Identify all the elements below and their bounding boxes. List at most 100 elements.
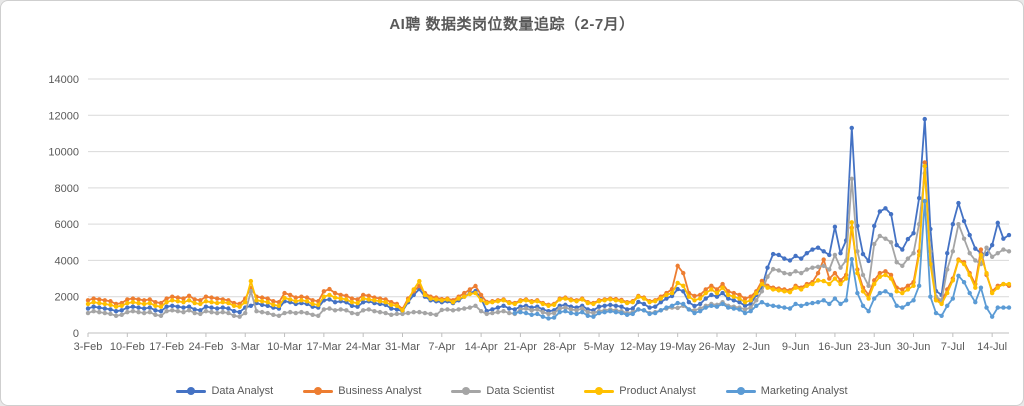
data-point-marker (568, 307, 574, 312)
legend-marker-icon (303, 386, 334, 396)
data-point-marker (209, 295, 214, 300)
data-point-marker (512, 301, 518, 307)
data-point-marker (692, 298, 697, 303)
data-point-marker (405, 298, 411, 303)
data-point-marker (512, 310, 518, 316)
data-point-marker (810, 265, 815, 270)
data-point-marker (321, 307, 327, 312)
data-point-marker (136, 300, 141, 306)
data-point-marker (843, 298, 849, 303)
data-point-marker (153, 312, 158, 318)
x-axis-tick-label: 3-Feb (74, 341, 103, 353)
data-point-marker (860, 272, 866, 278)
data-point-marker (574, 311, 579, 317)
data-point-marker (681, 283, 686, 289)
data-point-marker (900, 290, 905, 296)
data-point-marker (821, 298, 826, 303)
data-point-marker (181, 309, 186, 315)
data-point-marker (619, 310, 624, 316)
x-axis-tick-label: 17-Mar (306, 341, 341, 353)
data-point-marker (203, 294, 209, 299)
data-point-marker (417, 309, 422, 315)
data-point-marker (349, 310, 355, 316)
data-point-marker (113, 313, 119, 318)
data-point-marker (265, 299, 270, 305)
data-point-marker (742, 299, 748, 305)
data-point-marker (737, 292, 742, 298)
data-point-marker (462, 294, 467, 299)
data-point-marker (411, 309, 416, 315)
x-axis-tick-label: 16-Jun (818, 341, 852, 353)
data-point-marker (821, 263, 826, 269)
data-point-marker (630, 299, 635, 305)
data-point-marker (664, 305, 669, 310)
data-point-marker (389, 306, 394, 311)
data-point-marker (456, 307, 461, 312)
data-point-marker (130, 309, 136, 314)
data-point-marker (108, 307, 113, 312)
data-point-marker (933, 298, 939, 303)
data-point-marker (495, 305, 501, 310)
data-point-marker (815, 299, 821, 305)
data-point-marker (945, 290, 950, 296)
data-point-marker (332, 290, 338, 296)
data-point-marker (254, 298, 259, 303)
data-point-marker (838, 278, 843, 283)
data-point-marker (692, 293, 697, 299)
data-point-marker (832, 224, 838, 230)
data-point-marker (888, 211, 894, 217)
data-point-marker (641, 296, 647, 301)
data-point-marker (596, 304, 602, 309)
data-point-marker (220, 305, 225, 310)
data-point-marker (97, 305, 102, 310)
data-point-marker (327, 286, 332, 292)
data-point-marker (366, 307, 371, 312)
data-point-marker (894, 260, 899, 265)
data-point-marker (720, 301, 725, 307)
data-point-marker (832, 276, 838, 281)
data-point-marker (956, 200, 961, 206)
data-point-marker (754, 290, 759, 296)
data-point-marker (546, 316, 551, 321)
series-line-business-analyst (87, 161, 1010, 310)
x-axis-tick-label: 5-May (584, 341, 615, 353)
data-point-marker (838, 250, 843, 256)
data-point-marker (450, 308, 456, 313)
data-point-marker (304, 310, 310, 316)
data-point-marker (102, 306, 108, 311)
data-point-marker (922, 163, 927, 169)
data-point-marker (995, 220, 1000, 226)
data-point-marker (613, 309, 619, 315)
data-point-marker (860, 303, 866, 308)
data-point-marker (636, 294, 641, 299)
data-point-marker (400, 311, 405, 317)
data-point-marker (428, 311, 433, 317)
legend-item-business-analyst: Business Analyst (303, 385, 421, 397)
data-point-marker (787, 289, 793, 295)
data-point-marker (254, 309, 259, 314)
data-point-marker (186, 298, 192, 303)
data-point-marker (855, 249, 860, 254)
data-point-marker (883, 206, 888, 211)
data-point-marker (147, 300, 152, 306)
data-point-marker (198, 301, 203, 307)
data-point-marker (703, 287, 708, 292)
series-line-data-analyst (87, 118, 1010, 313)
data-point-marker (810, 300, 815, 306)
data-point-marker (894, 242, 899, 248)
data-point-marker (136, 305, 141, 310)
data-point-marker (164, 304, 169, 309)
data-point-marker (97, 300, 102, 306)
data-point-marker (989, 242, 995, 248)
data-point-marker (119, 303, 124, 308)
y-axis-tick-label: 12000 (48, 110, 79, 122)
data-point-marker (540, 314, 546, 319)
data-point-marker (568, 310, 574, 316)
data-point-marker (214, 300, 220, 306)
data-point-marker (714, 294, 720, 299)
data-point-marker (439, 298, 444, 303)
data-point-marker (787, 271, 793, 277)
data-point-marker (164, 296, 169, 301)
legend-item-data-scientist: Data Scientist (451, 385, 554, 397)
legend-marker-icon (584, 386, 615, 396)
